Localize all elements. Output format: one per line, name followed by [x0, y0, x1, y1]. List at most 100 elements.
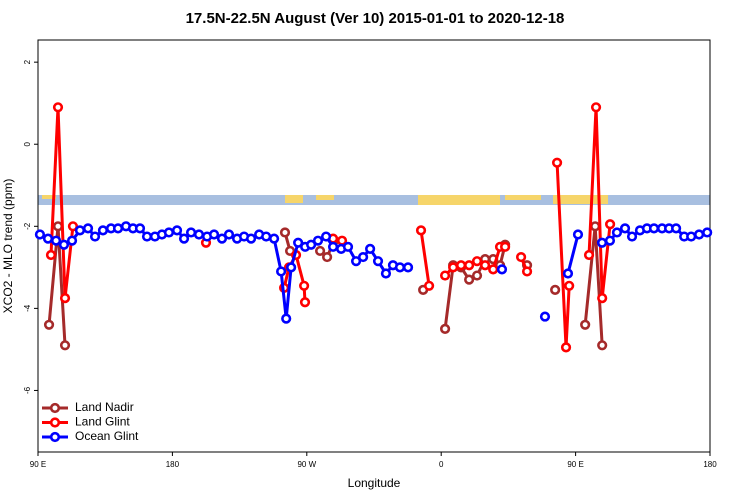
data-point	[357, 251, 369, 263]
data-point	[34, 229, 46, 240]
data-point	[372, 256, 384, 267]
data-point	[394, 262, 406, 273]
x-tick-label: 90 E	[30, 460, 46, 469]
data-point	[320, 231, 332, 242]
y-tick-label: -2	[23, 222, 32, 230]
data-point	[322, 251, 333, 263]
data-point	[112, 223, 124, 234]
data-point	[327, 241, 339, 252]
data-point	[279, 227, 291, 238]
data-point	[619, 223, 631, 234]
data-point	[597, 340, 608, 351]
y-tick-label: -4	[23, 304, 32, 312]
data-point	[604, 219, 616, 230]
plot-frame	[37, 39, 711, 453]
data-point	[671, 223, 682, 234]
data-point	[312, 235, 324, 246]
data-point	[66, 235, 78, 246]
data-point	[515, 251, 527, 263]
data-point	[74, 225, 86, 236]
data-point	[245, 233, 257, 244]
data-point	[626, 231, 638, 242]
data-point	[439, 270, 451, 281]
data-point	[648, 223, 660, 234]
data-point	[596, 237, 608, 248]
data-point	[293, 237, 304, 248]
x-axis-label: Longitude	[348, 476, 401, 490]
legend-label: Land Nadir	[75, 400, 134, 414]
data-point	[223, 229, 235, 240]
data-point	[97, 225, 109, 236]
data-point	[342, 241, 354, 252]
data-point	[564, 280, 575, 291]
data-point	[702, 227, 713, 238]
data-point	[52, 102, 64, 113]
data-point	[572, 229, 584, 240]
y-tick-label: 2	[23, 59, 32, 64]
data-point	[45, 249, 57, 261]
data-point	[171, 225, 183, 236]
data-point	[50, 235, 62, 246]
data-point	[89, 231, 101, 242]
y-axis-label: XCO2 - MLO trend (ppm)	[1, 179, 15, 314]
data-point	[439, 323, 451, 334]
data-point	[500, 241, 511, 252]
data-point	[67, 221, 79, 232]
data-point	[693, 229, 705, 240]
data-point	[480, 260, 491, 271]
data-point	[471, 256, 483, 267]
data-point	[299, 297, 311, 308]
data-point	[550, 284, 561, 296]
data-point	[208, 229, 220, 240]
data-point	[299, 280, 310, 291]
data-point	[178, 233, 190, 244]
data-point	[455, 260, 467, 271]
x-tick-label: 0	[439, 460, 444, 469]
data-point	[521, 266, 533, 277]
data-point	[560, 342, 572, 353]
data-point	[611, 227, 623, 238]
data-point	[590, 102, 602, 113]
data-point	[580, 319, 591, 330]
data-point	[82, 223, 94, 234]
x-tick-label: 180	[166, 460, 180, 469]
data-point	[415, 225, 427, 236]
data-point	[583, 249, 595, 261]
data-point	[141, 231, 153, 242]
data-point	[365, 243, 376, 254]
data-point	[402, 262, 414, 273]
data-point	[52, 221, 64, 232]
data-point	[276, 266, 287, 277]
data-point	[59, 340, 71, 351]
y-tick-label: 0	[23, 141, 32, 146]
data-point	[464, 274, 475, 285]
data-point	[286, 262, 297, 273]
legend-label: Ocean Glint	[75, 429, 139, 443]
x-tick-label: 90 W	[297, 460, 316, 469]
data-point	[43, 319, 55, 330]
data-point	[551, 157, 563, 168]
chart-title: 17.5N-22.5N August (Ver 10) 2015-01-01 t…	[186, 10, 565, 27]
legend-marker	[49, 431, 61, 443]
data-point	[59, 293, 71, 304]
data-point	[604, 235, 616, 246]
data-point	[488, 264, 499, 275]
data-point	[597, 293, 608, 304]
data-point	[464, 260, 475, 271]
data-point	[306, 239, 317, 250]
x-tick-label: 180	[703, 460, 717, 469]
data-point	[496, 264, 508, 275]
data-point	[163, 227, 175, 238]
data-point	[58, 239, 70, 250]
data-point	[350, 256, 362, 267]
data-point	[216, 233, 228, 244]
data-point	[380, 268, 392, 279]
data-point	[261, 231, 272, 242]
map-strip	[38, 195, 710, 205]
legend-marker	[49, 417, 61, 428]
data-point	[42, 233, 54, 244]
data-point	[424, 280, 435, 291]
